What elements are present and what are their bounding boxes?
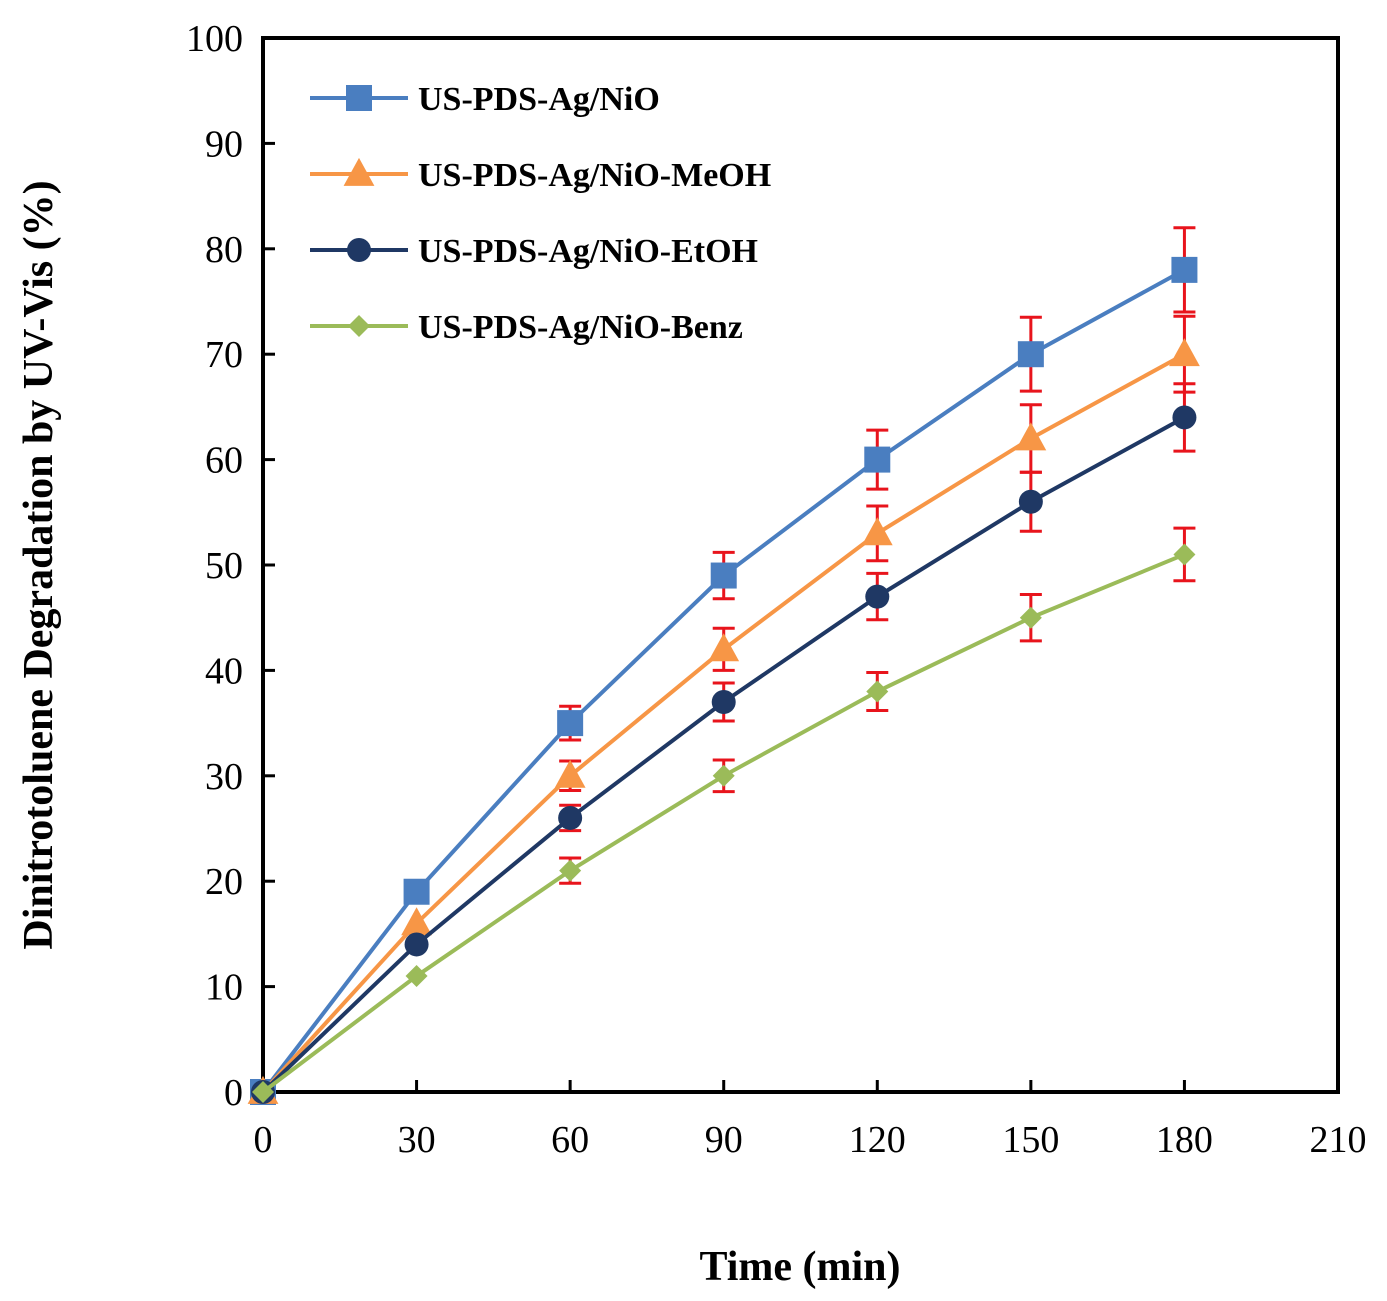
legend-item-0: US-PDS-Ag/NiO	[310, 81, 660, 118]
y-axis-ticks: 0 10 20 30 40 50 60 70 80 90 100	[186, 18, 275, 1114]
legend-label: US-PDS-Ag/NiO-Benz	[418, 309, 743, 346]
x-axis-title: Time (min)	[699, 1244, 900, 1290]
series-line	[261, 352, 1186, 1094]
data-point	[557, 710, 584, 737]
legend-marker	[348, 315, 370, 337]
data-point	[1018, 489, 1043, 514]
x-tick-label: 150	[1002, 1119, 1059, 1161]
y-tick-label: 70	[205, 334, 243, 376]
data-point	[1171, 256, 1198, 283]
data-point	[865, 584, 890, 609]
data-point	[1019, 606, 1042, 629]
series-3	[252, 526, 1196, 1103]
data-point	[1017, 341, 1044, 368]
series-line	[261, 415, 1186, 1094]
data-point	[1169, 338, 1200, 367]
series-layer	[247, 226, 1200, 1105]
data-point	[1015, 422, 1047, 451]
data-point	[712, 764, 735, 787]
legend-item-1: US-PDS-Ag/NiO-MeOH	[310, 157, 771, 194]
y-tick-label: 50	[205, 545, 243, 587]
legend-marker	[343, 157, 375, 186]
x-tick-label: 120	[849, 1119, 906, 1161]
data-point	[405, 965, 428, 988]
x-tick-label: 90	[705, 1119, 743, 1161]
y-tick-label: 0	[224, 1072, 243, 1114]
y-tick-label: 80	[205, 229, 243, 271]
legend-label: US-PDS-Ag/NiO-EtOH	[418, 233, 758, 270]
legend: US-PDS-Ag/NiO US-PDS-Ag/NiO-MeOH US-PDS-Ag…	[310, 81, 771, 346]
data-point	[710, 562, 737, 589]
legend-marker	[347, 238, 371, 262]
y-tick-label: 20	[205, 861, 243, 903]
data-point	[252, 1081, 274, 1103]
legend-item-3: US-PDS-Ag/NiO-Benz	[310, 309, 743, 346]
data-point	[861, 517, 893, 546]
data-point	[404, 932, 429, 957]
y-tick-label: 90	[205, 123, 243, 165]
series-1	[247, 314, 1200, 1104]
y-axis-title: Dinitrotoluene Degradation by UV-Vis (%)	[16, 180, 62, 949]
legend-marker	[346, 85, 372, 111]
data-point	[1173, 543, 1196, 566]
y-tick-label: 30	[205, 756, 243, 798]
y-tick-label: 10	[205, 967, 243, 1009]
data-point	[554, 759, 586, 788]
data-point	[864, 446, 891, 473]
data-point	[1172, 405, 1197, 430]
data-point	[558, 805, 583, 830]
legend-label: US-PDS-Ag/NiO-MeOH	[418, 157, 771, 194]
x-tick-label: 30	[398, 1119, 436, 1161]
x-tick-label: 180	[1156, 1119, 1213, 1161]
data-point	[401, 907, 432, 936]
data-point	[403, 878, 430, 905]
y-tick-label: 100	[186, 18, 243, 60]
data-point	[711, 690, 736, 715]
x-tick-label: 0	[254, 1119, 273, 1161]
legend-label: US-PDS-Ag/NiO	[418, 81, 660, 118]
series-line	[261, 268, 1186, 1094]
x-axis-ticks: 0 30 60 90 120 150 180 210	[254, 1080, 1367, 1161]
data-point	[708, 633, 740, 662]
x-tick-label: 60	[551, 1119, 589, 1161]
x-tick-label: 210	[1310, 1119, 1367, 1161]
data-point	[559, 859, 582, 882]
data-point	[866, 680, 889, 703]
y-tick-label: 40	[205, 650, 243, 692]
series-2	[251, 382, 1197, 1104]
legend-item-2: US-PDS-Ag/NiO-EtOH	[310, 233, 758, 270]
y-tick-label: 60	[205, 440, 243, 482]
